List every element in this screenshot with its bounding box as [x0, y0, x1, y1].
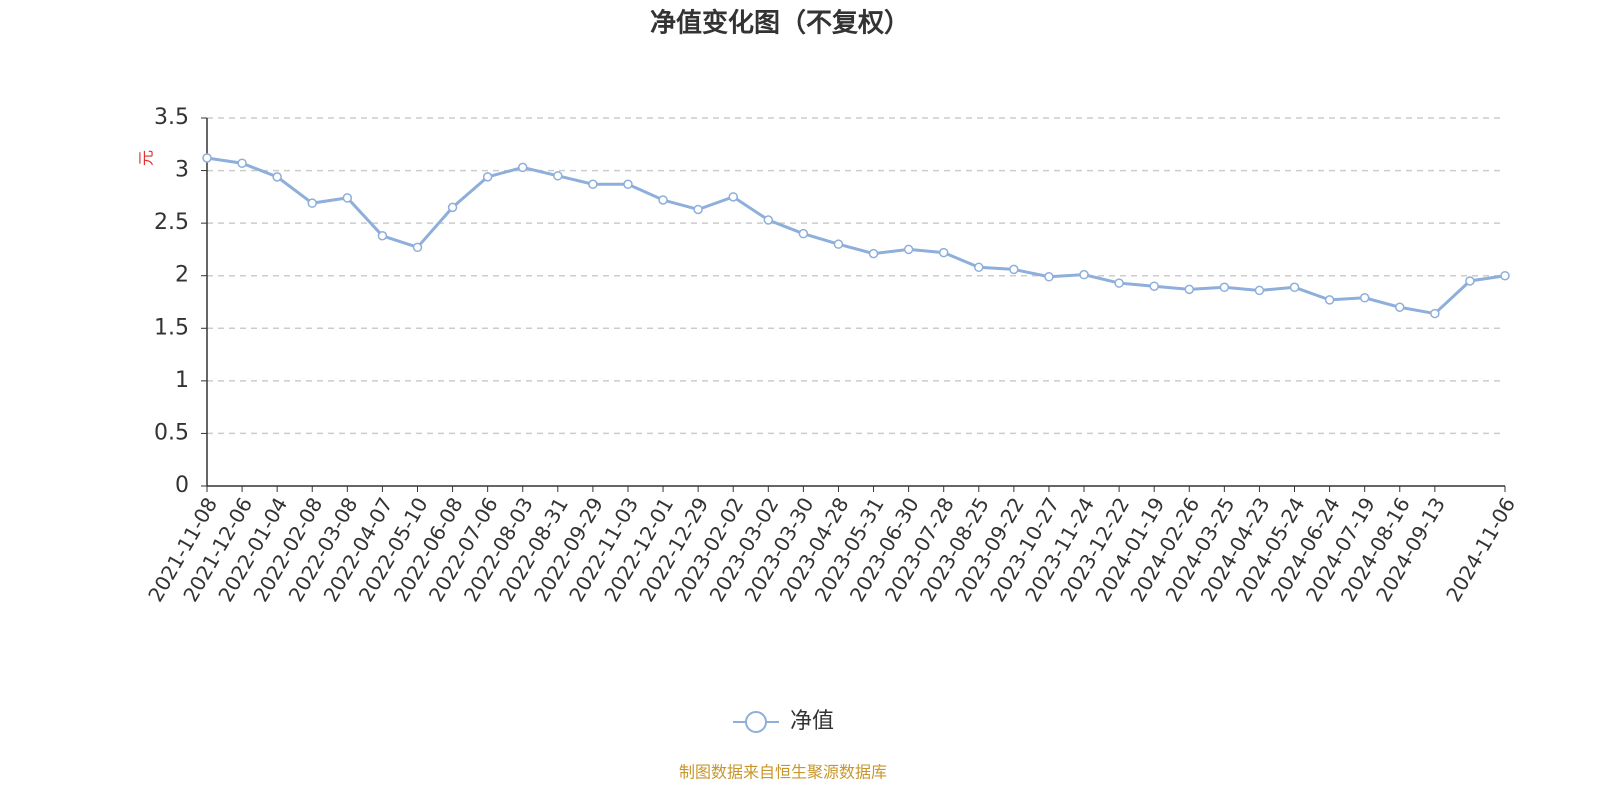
- y-tick-label: 1.5: [154, 315, 189, 340]
- y-tick-label: 0: [175, 473, 189, 498]
- point: [588, 179, 598, 189]
- point: [1044, 272, 1054, 282]
- point: [1079, 269, 1089, 280]
- point: [1430, 308, 1440, 319]
- point: [1395, 302, 1405, 313]
- y-axis-label: 元: [137, 150, 156, 166]
- point: [342, 193, 353, 203]
- legend-label: 净值: [790, 709, 834, 734]
- point: [623, 179, 633, 189]
- y-tick-label: 0.5: [154, 420, 189, 445]
- point: [1219, 282, 1230, 293]
- y-tick-label: 2: [175, 263, 189, 288]
- source-note: 制图数据来自恒生聚源数据库: [679, 763, 887, 782]
- point: [658, 195, 668, 205]
- point: [798, 228, 809, 239]
- point: [202, 153, 212, 163]
- point: [237, 158, 247, 168]
- point: [1359, 293, 1370, 303]
- y-tick-label: 3: [175, 158, 189, 183]
- point: [1254, 285, 1265, 296]
- point: [412, 242, 423, 253]
- x-tick-label: 2024-11-06: [1441, 493, 1520, 606]
- point: [1184, 284, 1195, 295]
- y-tick-label: 3.5: [154, 105, 189, 130]
- point: [517, 162, 528, 173]
- point: [447, 202, 458, 213]
- point: [1465, 276, 1475, 286]
- point: [1114, 278, 1124, 288]
- point: [868, 248, 879, 259]
- point: [1324, 295, 1335, 305]
- point: [272, 172, 282, 182]
- point: [903, 244, 914, 255]
- point: [728, 192, 738, 202]
- point: [1149, 281, 1159, 291]
- line: [206, 156, 1506, 316]
- point: [974, 262, 984, 273]
- point: [833, 239, 844, 249]
- point: [763, 215, 774, 225]
- point: [1009, 264, 1019, 275]
- point: [307, 198, 317, 208]
- legend-marker: [745, 711, 767, 733]
- point: [1500, 270, 1510, 281]
- point: [482, 172, 493, 182]
- chart-title: 净值变化图（不复权）: [650, 8, 910, 39]
- y-tick-label: 2.5: [154, 210, 189, 235]
- point: [553, 171, 563, 181]
- y-tick-label: 1: [175, 368, 189, 393]
- point: [693, 204, 703, 215]
- point: [938, 247, 949, 258]
- point: [1289, 282, 1300, 293]
- point: [377, 231, 388, 241]
